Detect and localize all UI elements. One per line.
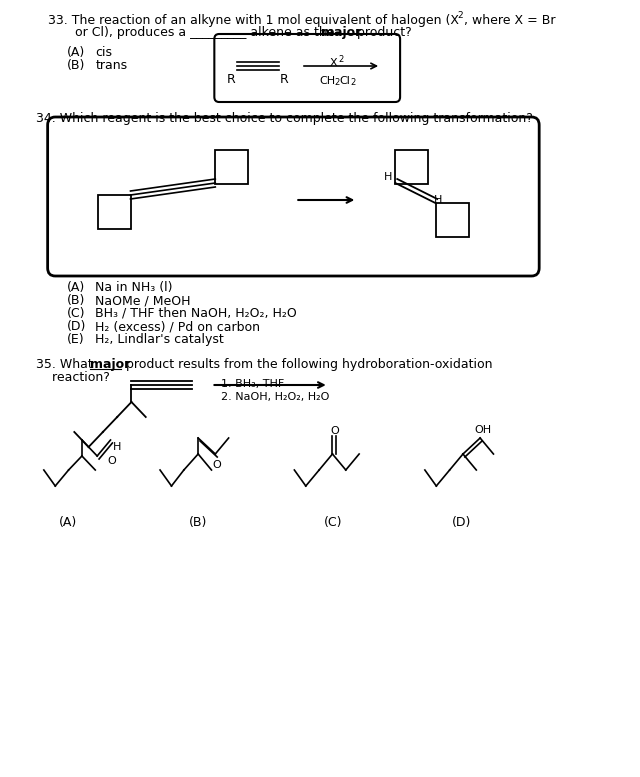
Text: 2: 2: [338, 55, 344, 64]
Text: H: H: [384, 172, 392, 182]
Text: (B): (B): [67, 59, 85, 72]
FancyBboxPatch shape: [214, 34, 400, 102]
Text: 1. BH₃, THF: 1. BH₃, THF: [221, 379, 284, 389]
FancyBboxPatch shape: [47, 117, 539, 276]
Text: NaOMe / MeOH: NaOMe / MeOH: [95, 294, 191, 307]
Text: 34. Which reagent is the best choice to complete the following transformation?: 34. Which reagent is the best choice to …: [36, 112, 533, 125]
Text: H₂, Lindlar's catalyst: H₂, Lindlar's catalyst: [95, 333, 224, 346]
Text: 2. NaOH, H₂O₂, H₂O: 2. NaOH, H₂O₂, H₂O: [221, 392, 330, 402]
Text: (C): (C): [324, 516, 342, 529]
Text: cis: cis: [95, 46, 112, 59]
Text: major: major: [321, 26, 362, 39]
Text: product?: product?: [353, 26, 412, 39]
Text: O: O: [212, 460, 221, 470]
Text: OH: OH: [474, 425, 492, 435]
Text: BH₃ / THF then NaOH, H₂O₂, H₂O: BH₃ / THF then NaOH, H₂O₂, H₂O: [95, 307, 297, 320]
Text: H: H: [433, 195, 442, 205]
Text: X: X: [330, 58, 337, 68]
Text: 2: 2: [457, 11, 463, 20]
Text: (D): (D): [67, 320, 86, 333]
Text: (B): (B): [189, 516, 207, 529]
Text: 33. The reaction of an alkyne with 1 mol equivalent of halogen (X: 33. The reaction of an alkyne with 1 mol…: [47, 14, 459, 27]
Text: 2: 2: [351, 78, 356, 87]
Text: (A): (A): [67, 46, 85, 59]
Text: (A): (A): [59, 516, 77, 529]
Text: H₂ (excess) / Pd on carbon: H₂ (excess) / Pd on carbon: [95, 320, 260, 333]
Text: Cl: Cl: [339, 76, 350, 86]
Text: reaction?: reaction?: [36, 371, 110, 384]
Text: (E): (E): [67, 333, 84, 346]
Text: (B): (B): [67, 294, 85, 307]
Text: O: O: [330, 426, 339, 436]
Text: R: R: [280, 73, 289, 86]
Text: CH: CH: [319, 76, 335, 86]
Text: Na in NH₃ (l): Na in NH₃ (l): [95, 281, 173, 294]
Text: 35. What: 35. What: [36, 358, 97, 371]
Text: or Cl), produces a _________ alkene as the: or Cl), produces a _________ alkene as t…: [59, 26, 339, 39]
Text: R: R: [227, 73, 236, 86]
Text: product results from the following hydroboration-oxidation: product results from the following hydro…: [122, 358, 492, 371]
Text: H: H: [113, 442, 121, 452]
Text: O: O: [108, 456, 116, 466]
Text: (D): (D): [452, 516, 471, 529]
Text: 2: 2: [334, 78, 340, 87]
Text: trans: trans: [95, 59, 127, 72]
Text: (C): (C): [67, 307, 85, 320]
Text: (A): (A): [67, 281, 85, 294]
Text: , where X = Br: , where X = Br: [464, 14, 556, 27]
Text: major: major: [90, 358, 130, 371]
